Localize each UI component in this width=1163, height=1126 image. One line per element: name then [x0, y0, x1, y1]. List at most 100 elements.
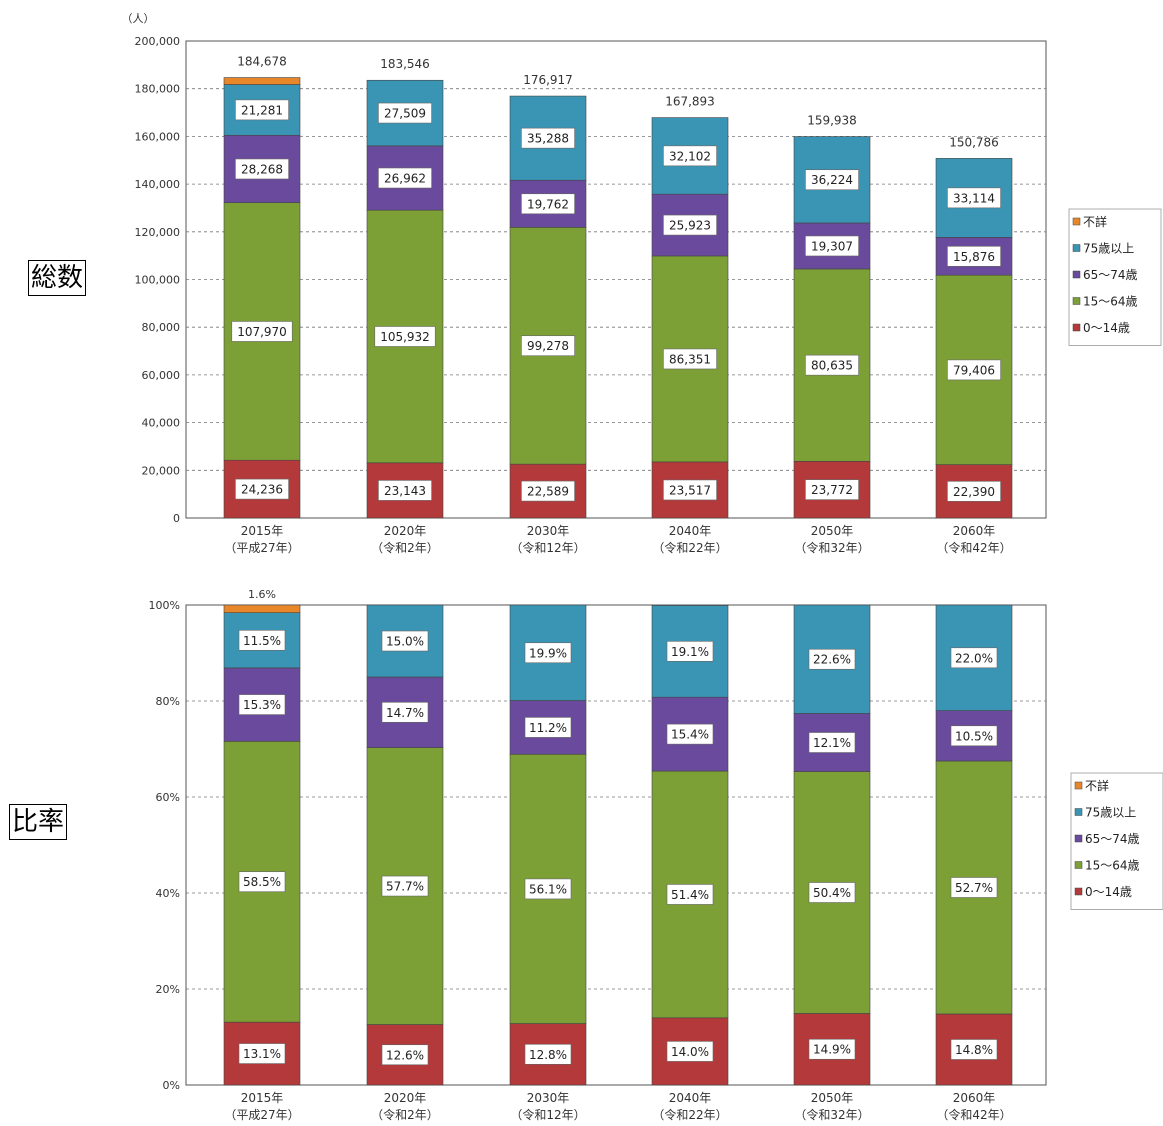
x-tick-label: 2030年 — [527, 1091, 570, 1105]
legend: 不詳 75歳以上 65～74歳 15～64歳 0～14歳 — [1068, 208, 1162, 346]
data-label-box — [235, 478, 289, 500]
data-label: 24,236 — [241, 483, 283, 497]
data-label: 15.3% — [243, 698, 281, 712]
data-label-box — [521, 193, 575, 215]
y-tick-label: 0% — [163, 1079, 180, 1092]
data-label-box — [947, 245, 1001, 267]
legend-item: 15～64歳 — [1083, 295, 1138, 309]
y-tick-label: 140,000 — [135, 178, 181, 191]
y-tick-label: 20,000 — [142, 464, 181, 477]
data-label: 99,278 — [527, 339, 569, 353]
data-label-box — [521, 335, 575, 357]
data-label-box — [235, 99, 289, 121]
x-tick-sublabel: （令和32年） — [794, 540, 869, 555]
data-label-box — [374, 326, 436, 347]
data-label-box — [950, 877, 998, 898]
data-label: 11.2% — [529, 721, 567, 735]
data-label: 19.9% — [529, 646, 567, 660]
total-label: 159,938 — [807, 114, 857, 128]
data-label-box — [666, 884, 714, 905]
legend-swatch — [1072, 217, 1081, 226]
legend-swatch — [1072, 270, 1081, 279]
legend-item: 0～14歳 — [1085, 885, 1132, 899]
legend-item: 0～14歳 — [1083, 321, 1130, 335]
data-label-box — [805, 479, 859, 500]
x-tick-sublabel: （令和42年） — [936, 540, 1011, 555]
data-label: 19,307 — [811, 239, 853, 253]
data-label: 52.7% — [955, 881, 993, 895]
x-tick-label: 2060年 — [953, 524, 996, 538]
data-label-box — [524, 1043, 572, 1065]
data-label: 13.1% — [243, 1047, 281, 1061]
legend-swatch — [1074, 781, 1083, 790]
chart-0: 0 20,000 40,000 60,000 80,000 100,000 120,000 1… — [122, 12, 1162, 555]
top-note-label: 1.6% — [248, 588, 276, 601]
legend-item: 75歳以上 — [1085, 806, 1136, 820]
x-tick-sublabel: （令和2年） — [371, 1107, 439, 1122]
data-label-box — [663, 348, 717, 370]
x-tick-label: 2040年 — [669, 524, 712, 538]
legend-swatch — [1074, 887, 1083, 896]
data-label: 25,923 — [669, 219, 711, 233]
x-tick-label: 2030年 — [527, 524, 570, 538]
data-label-box — [808, 882, 856, 903]
data-label-box — [947, 359, 1001, 381]
data-label: 57.7% — [386, 880, 424, 894]
bar-segment — [223, 604, 301, 613]
data-label: 33,114 — [953, 191, 995, 205]
total-label: 176,917 — [523, 73, 573, 87]
y-tick-label: 20% — [156, 983, 180, 996]
data-label-box — [381, 630, 429, 652]
x-tick-sublabel: （令和42年） — [936, 1107, 1011, 1122]
data-label: 12.6% — [386, 1048, 424, 1062]
y-tick-label: 180,000 — [135, 83, 181, 96]
plot-area — [185, 604, 1047, 1086]
x-tick-label: 2060年 — [953, 1091, 996, 1105]
y-tick-label: 60,000 — [142, 369, 181, 382]
data-label: 36,224 — [811, 173, 853, 187]
data-label-box — [521, 127, 575, 149]
legend-item: 15～64歳 — [1085, 859, 1140, 873]
data-label: 28,268 — [241, 162, 283, 176]
legend-item: 65～74歳 — [1085, 832, 1140, 846]
panel-label-total: 総数 — [28, 260, 87, 296]
legend-item: 75歳以上 — [1083, 242, 1134, 256]
data-label-box — [805, 169, 859, 191]
data-label: 10.5% — [955, 729, 993, 743]
bar-segment — [223, 77, 301, 85]
data-label: 15.0% — [386, 635, 424, 649]
data-label: 51.4% — [671, 888, 709, 902]
data-label: 19,762 — [527, 197, 569, 211]
legend-swatch — [1074, 861, 1083, 869]
legend-item: 65～74歳 — [1083, 268, 1138, 282]
data-label-box — [808, 1038, 856, 1060]
data-label-box — [235, 158, 289, 180]
data-label: 14.7% — [386, 706, 424, 720]
data-label-box — [808, 732, 856, 753]
data-label-box — [947, 480, 1001, 502]
x-tick-label: 2020年 — [384, 1091, 427, 1105]
data-label: 50.4% — [813, 886, 851, 900]
x-tick-label: 2040年 — [669, 1091, 712, 1105]
data-label-box — [238, 694, 286, 715]
legend-swatch — [1072, 297, 1081, 305]
legend-box — [1068, 208, 1162, 346]
y-tick-label: 80% — [156, 695, 180, 708]
x-tick-sublabel: （令和2年） — [371, 540, 439, 555]
data-label: 86,351 — [669, 352, 711, 366]
data-label-box — [381, 701, 429, 723]
data-label: 23,772 — [811, 483, 853, 497]
x-tick-label: 2015年 — [241, 524, 284, 538]
data-label-box — [524, 878, 572, 900]
data-label-box — [238, 1043, 286, 1064]
data-label-box — [521, 480, 575, 502]
data-label-box — [808, 648, 856, 670]
data-label-box — [378, 102, 432, 124]
data-label: 12.1% — [813, 736, 851, 750]
legend-item: 不詳 — [1085, 778, 1109, 793]
total-label: 183,546 — [380, 57, 430, 71]
data-label-box — [524, 717, 572, 738]
data-label: 23,143 — [384, 484, 426, 498]
x-tick-sublabel: （令和12年） — [510, 1107, 585, 1122]
